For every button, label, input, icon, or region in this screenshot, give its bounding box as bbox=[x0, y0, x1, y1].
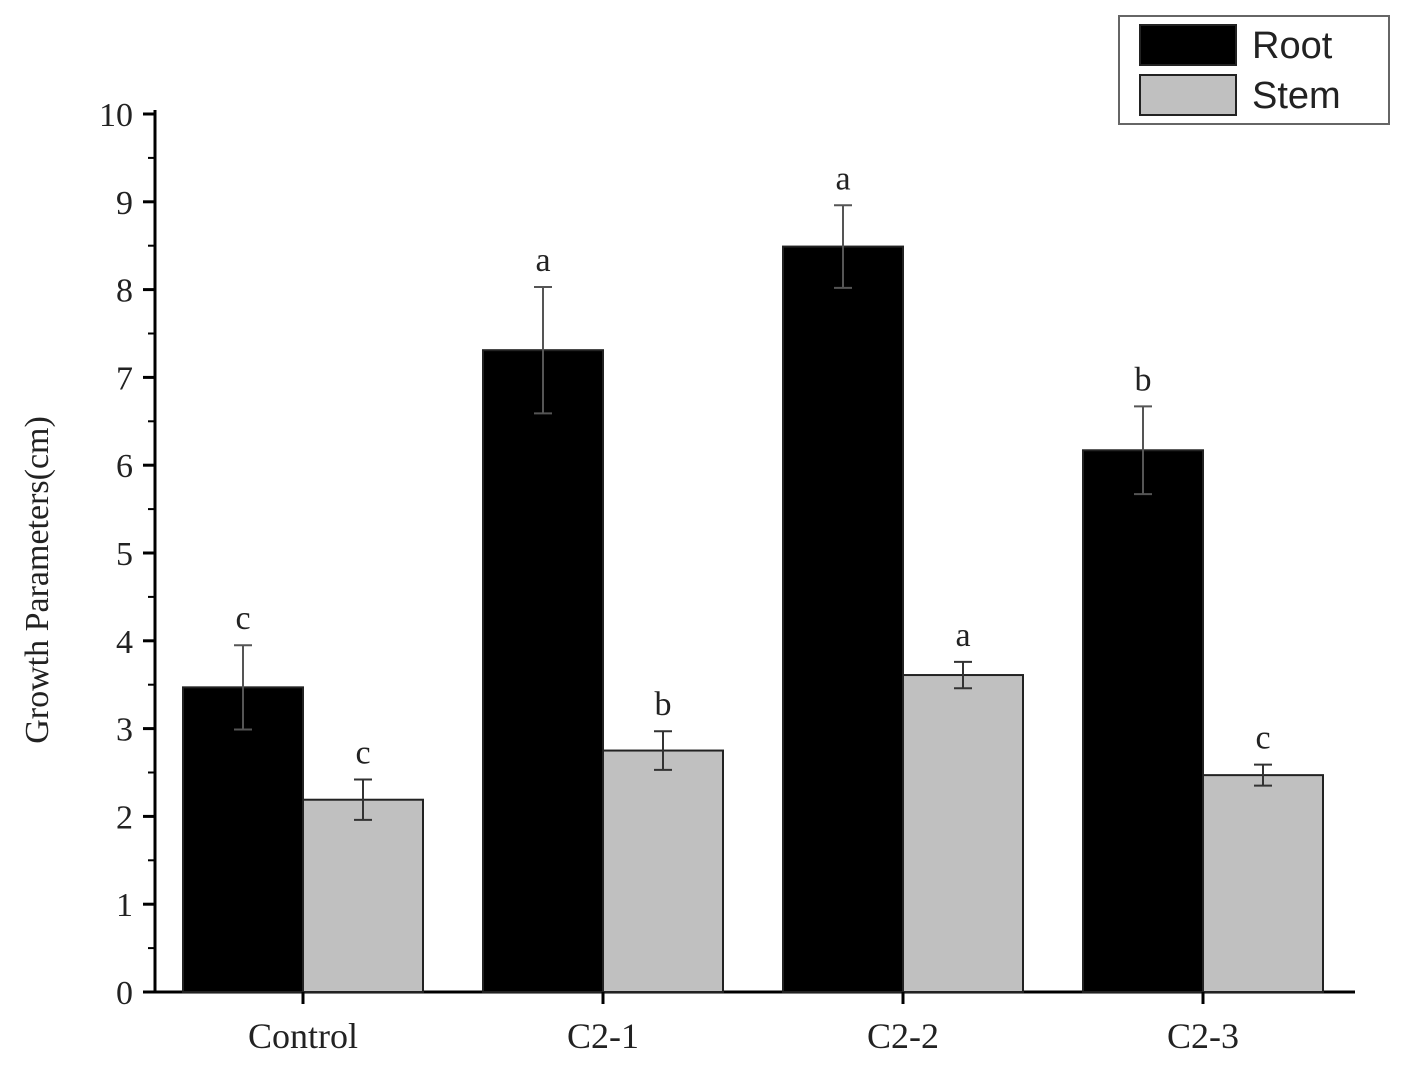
y-tick-label: 5 bbox=[116, 536, 133, 573]
bar-stem-c2-3 bbox=[1202, 774, 1324, 993]
significance-label: c bbox=[355, 735, 370, 772]
bars bbox=[182, 245, 1324, 994]
significance-label: a bbox=[955, 617, 970, 654]
x-tick-label: C2-2 bbox=[867, 1016, 939, 1056]
legend-label-stem: Stem bbox=[1252, 75, 1341, 117]
y-axis-title: Growth Parameters(cm) bbox=[19, 416, 56, 744]
significance-label: a bbox=[835, 160, 850, 197]
y-tick-label: 0 bbox=[116, 975, 133, 1012]
x-tick-label: C2-3 bbox=[1167, 1016, 1239, 1056]
bar-stem-c2-1 bbox=[602, 749, 724, 993]
y-tick-label: 6 bbox=[116, 448, 133, 485]
significance-label: c bbox=[235, 600, 250, 637]
significance-label: c bbox=[1255, 720, 1270, 757]
bar-root-c2-2 bbox=[782, 245, 904, 993]
legend-swatch-stem bbox=[1139, 74, 1237, 116]
x-tick-label: Control bbox=[248, 1016, 358, 1056]
bar-root-c2-3 bbox=[1082, 449, 1204, 993]
bar-root-control bbox=[182, 686, 304, 993]
error-bars bbox=[234, 204, 1272, 821]
x-axis-ticks: Control C2-1 C2-2 C2-3 bbox=[248, 992, 1239, 1056]
bar-stem-c2-2 bbox=[902, 674, 1024, 993]
y-tick-label: 8 bbox=[116, 273, 133, 310]
y-axis-ticks: 0 1 2 3 4 5 6 7 8 9 10 bbox=[99, 97, 155, 1012]
y-tick-label: 10 bbox=[99, 97, 133, 134]
y-tick-label: 3 bbox=[116, 712, 133, 749]
legend-swatch-root bbox=[1139, 24, 1237, 66]
significance-label: b bbox=[655, 686, 672, 723]
legend: Root Stem bbox=[1118, 15, 1390, 125]
y-tick-label: 1 bbox=[116, 887, 133, 924]
x-tick-label: C2-1 bbox=[567, 1016, 639, 1056]
legend-label-root: Root bbox=[1252, 25, 1333, 67]
significance-labels: c c a b a a b c bbox=[235, 160, 1270, 771]
bar-stem-control bbox=[302, 798, 424, 994]
significance-label: b bbox=[1135, 361, 1152, 398]
significance-label: a bbox=[535, 242, 550, 279]
bar-root-c2-1 bbox=[482, 349, 604, 993]
y-tick-label: 2 bbox=[116, 799, 133, 836]
y-tick-label: 4 bbox=[116, 624, 133, 661]
y-tick-label: 7 bbox=[116, 360, 133, 397]
y-tick-label: 9 bbox=[116, 185, 133, 222]
